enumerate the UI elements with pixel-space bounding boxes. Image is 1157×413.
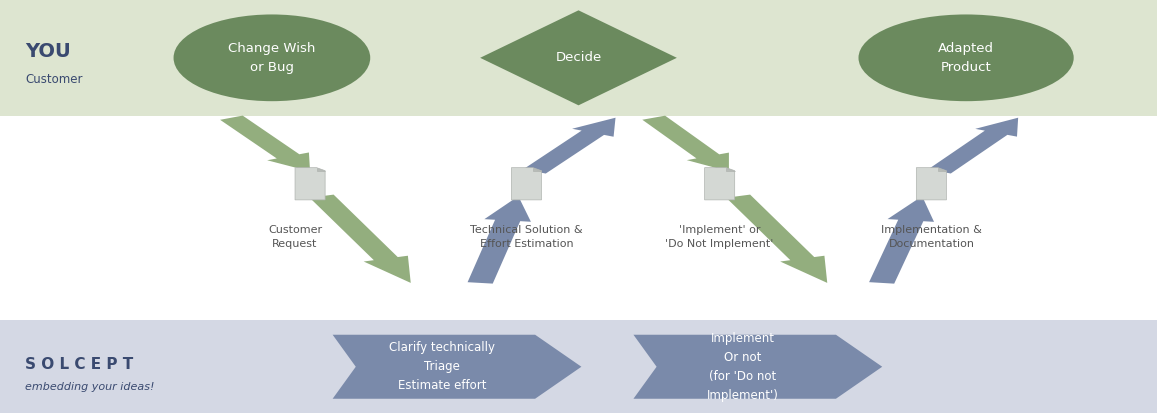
FancyArrow shape <box>310 195 411 283</box>
Text: Clarify technically
Triage
Estimate effort: Clarify technically Triage Estimate effo… <box>389 341 495 392</box>
Polygon shape <box>480 10 677 105</box>
Text: Adapted
Product: Adapted Product <box>938 42 994 74</box>
FancyArrow shape <box>220 116 310 171</box>
Bar <box>0 320 1157 413</box>
Polygon shape <box>705 168 735 200</box>
Polygon shape <box>333 335 582 399</box>
FancyArrow shape <box>642 116 729 171</box>
Text: Customer: Customer <box>25 73 83 86</box>
Text: Change Wish
or Bug: Change Wish or Bug <box>228 42 316 74</box>
Polygon shape <box>511 168 541 200</box>
Ellipse shape <box>858 14 1074 101</box>
Text: embedding your ideas!: embedding your ideas! <box>25 382 155 392</box>
Text: Implementation &
Documentation: Implementation & Documentation <box>880 225 982 249</box>
Polygon shape <box>317 168 325 171</box>
Text: 'Implement' or
'Do Not Implement': 'Implement' or 'Do Not Implement' <box>665 225 774 249</box>
Polygon shape <box>295 168 325 200</box>
Text: S O L C E P T: S O L C E P T <box>25 357 134 372</box>
Ellipse shape <box>174 14 370 101</box>
FancyArrow shape <box>869 196 934 284</box>
Polygon shape <box>727 168 735 171</box>
FancyArrow shape <box>523 118 616 173</box>
FancyArrow shape <box>928 118 1018 173</box>
Polygon shape <box>533 168 541 171</box>
FancyArrow shape <box>727 195 827 283</box>
Bar <box>0 0 1157 116</box>
Polygon shape <box>916 168 946 200</box>
FancyArrow shape <box>467 196 531 284</box>
Text: Implement
Or not
(for 'Do not
Implement'): Implement Or not (for 'Do not Implement'… <box>707 332 779 402</box>
Polygon shape <box>938 168 946 171</box>
Polygon shape <box>634 335 883 399</box>
Text: YOU: YOU <box>25 42 72 61</box>
Text: Customer
Request: Customer Request <box>268 225 322 249</box>
Text: Decide: Decide <box>555 51 602 64</box>
Text: Technical Solution &
Effort Estimation: Technical Solution & Effort Estimation <box>470 225 583 249</box>
